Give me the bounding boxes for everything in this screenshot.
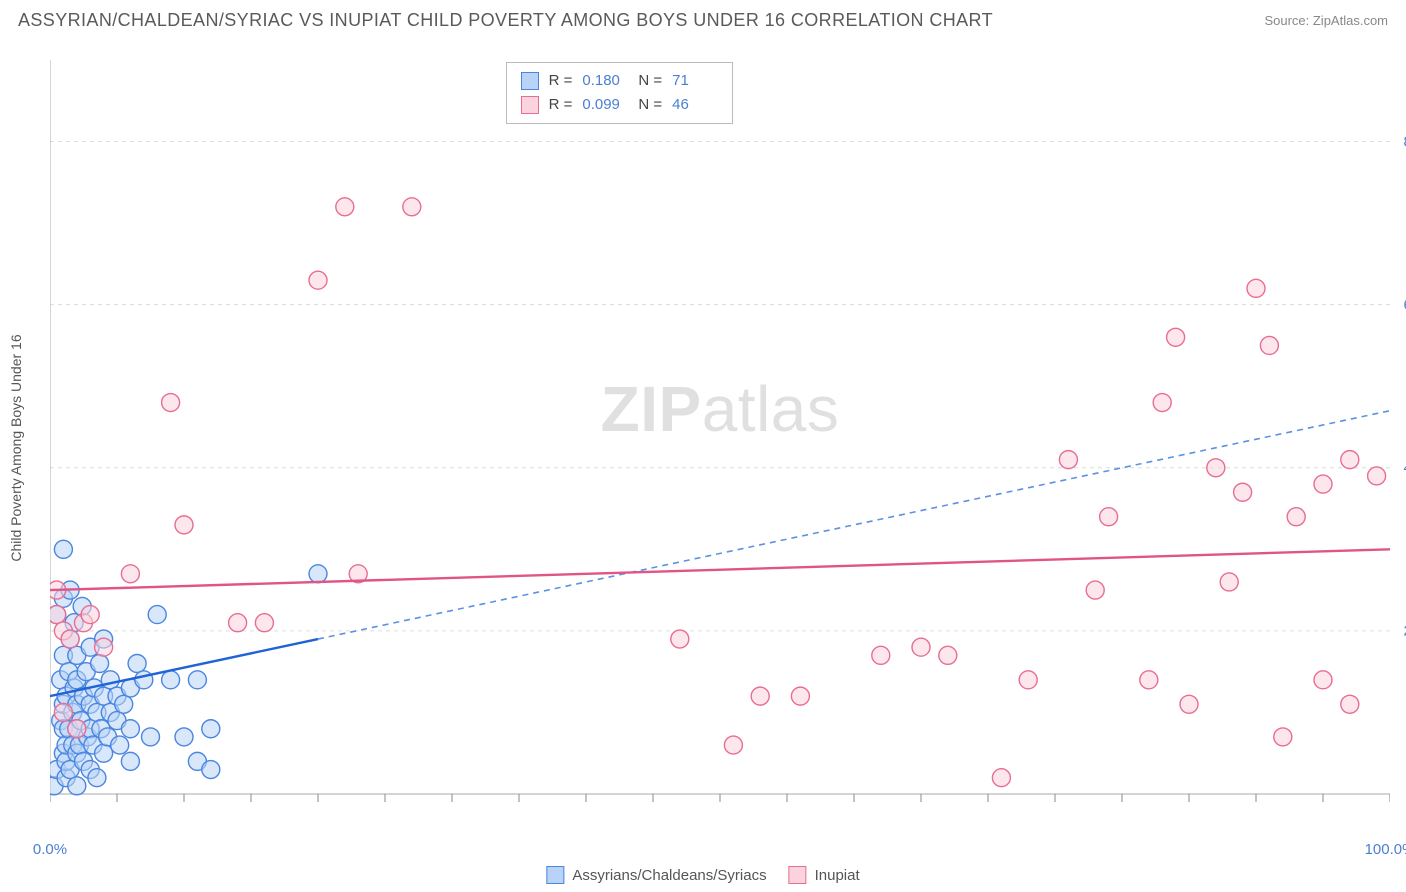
legend-item: Assyrians/Chaldeans/Syriacs: [546, 866, 766, 884]
data-point: [91, 655, 109, 673]
data-point: [939, 646, 957, 664]
data-point: [61, 630, 79, 648]
data-point: [1140, 671, 1158, 689]
data-point: [1153, 394, 1171, 412]
chart-area: Child Poverty Among Boys Under 16 ZIPatl…: [50, 50, 1390, 830]
n-value: 71: [672, 69, 718, 93]
data-point: [1287, 508, 1305, 526]
series-swatch: [789, 866, 807, 884]
data-point: [68, 777, 86, 795]
data-point: [309, 565, 327, 583]
data-point: [1247, 279, 1265, 297]
data-point: [671, 630, 689, 648]
data-point: [1234, 483, 1252, 501]
data-point: [148, 606, 166, 624]
stats-row: R =0.180N =71: [521, 69, 719, 93]
data-point: [1314, 475, 1332, 493]
legend-item: Inupiat: [789, 866, 860, 884]
data-point: [309, 271, 327, 289]
scatter-plot: [50, 50, 1390, 830]
data-point: [175, 516, 193, 534]
r-value: 0.180: [582, 69, 628, 93]
data-point: [54, 703, 72, 721]
series-swatch: [521, 96, 539, 114]
r-value: 0.099: [582, 93, 628, 117]
data-point: [135, 671, 153, 689]
data-point: [162, 394, 180, 412]
data-point: [1341, 695, 1359, 713]
series-legend: Assyrians/Chaldeans/Syriacs Inupiat: [546, 866, 859, 884]
data-point: [121, 565, 139, 583]
data-point: [142, 728, 160, 746]
data-point: [791, 687, 809, 705]
data-point: [202, 761, 220, 779]
stats-legend: R =0.180N =71R =0.099N =46: [506, 62, 734, 124]
data-point: [1180, 695, 1198, 713]
data-point: [121, 720, 139, 738]
data-point: [1220, 573, 1238, 591]
data-point: [1207, 459, 1225, 477]
data-point: [912, 638, 930, 656]
data-point: [336, 198, 354, 216]
legend-label: Assyrians/Chaldeans/Syriacs: [572, 867, 766, 884]
data-point: [95, 638, 113, 656]
data-point: [1059, 451, 1077, 469]
data-point: [95, 744, 113, 762]
x-tick-label: 100.0%: [1365, 841, 1406, 858]
data-point: [403, 198, 421, 216]
legend-label: Inupiat: [815, 867, 860, 884]
data-point: [872, 646, 890, 664]
trend-line: [50, 549, 1390, 590]
data-point: [162, 671, 180, 689]
data-point: [724, 736, 742, 754]
data-point: [111, 736, 129, 754]
series-swatch: [546, 866, 564, 884]
data-point: [992, 769, 1010, 787]
data-point: [175, 728, 193, 746]
n-value: 46: [672, 93, 718, 117]
data-point: [255, 614, 273, 632]
stats-row: R =0.099N =46: [521, 93, 719, 117]
data-point: [50, 606, 66, 624]
data-point: [1086, 581, 1104, 599]
data-point: [1019, 671, 1037, 689]
data-point: [1260, 336, 1278, 354]
x-tick-label: 0.0%: [33, 841, 67, 858]
data-point: [115, 695, 133, 713]
data-point: [88, 769, 106, 787]
series-swatch: [521, 72, 539, 90]
y-axis-label: Child Poverty Among Boys Under 16: [8, 334, 24, 561]
data-point: [1100, 508, 1118, 526]
data-point: [751, 687, 769, 705]
data-point: [1314, 671, 1332, 689]
chart-title: ASSYRIAN/CHALDEAN/SYRIAC VS INUPIAT CHIL…: [18, 10, 993, 31]
data-point: [202, 720, 220, 738]
data-point: [128, 655, 146, 673]
trend-line-extrapolated: [318, 411, 1390, 639]
data-point: [1341, 451, 1359, 469]
source-label: Source: ZipAtlas.com: [1264, 13, 1388, 28]
data-point: [101, 671, 119, 689]
data-point: [54, 540, 72, 558]
data-point: [229, 614, 247, 632]
data-point: [121, 752, 139, 770]
data-point: [68, 720, 86, 738]
data-point: [188, 671, 206, 689]
data-point: [1368, 467, 1386, 485]
data-point: [1274, 728, 1292, 746]
data-point: [81, 606, 99, 624]
data-point: [1167, 328, 1185, 346]
